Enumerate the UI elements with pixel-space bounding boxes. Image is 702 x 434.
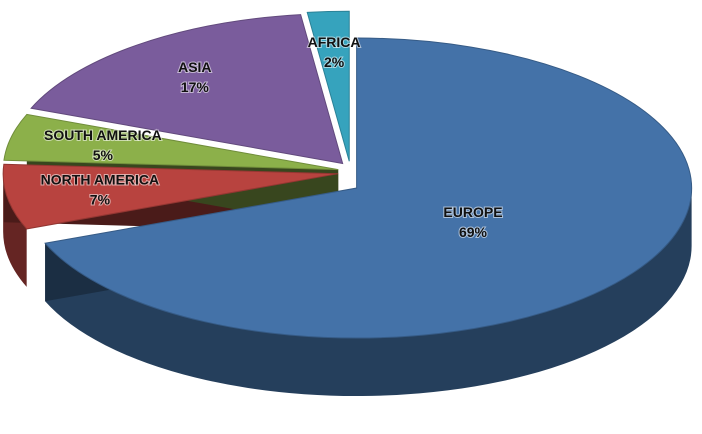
pie-tops bbox=[2, 10, 693, 339]
slice-value-label: 7% bbox=[90, 191, 111, 207]
slice bbox=[2, 163, 339, 230]
slice-value-label: 17% bbox=[181, 79, 210, 95]
slice-label: AFRICA bbox=[308, 34, 361, 50]
slice-value-label: 69% bbox=[459, 224, 488, 240]
slice bbox=[44, 37, 693, 339]
slice bbox=[306, 10, 350, 162]
slice-label: NORTH AMERICA bbox=[41, 171, 159, 187]
slice-label: ASIA bbox=[178, 59, 211, 75]
slice bbox=[3, 113, 339, 171]
slice-label: SOUTH AMERICA bbox=[44, 127, 162, 143]
pie-labels: EUROPE 69% NORTH AMERICA 7% SOUTH AMERICA 5% A… bbox=[40, 33, 504, 241]
slice-label: EUROPE bbox=[443, 204, 502, 220]
slice-value-label: 2% bbox=[324, 54, 345, 70]
slice bbox=[30, 14, 344, 165]
slice-value-label: 5% bbox=[93, 147, 114, 163]
slice-side bbox=[45, 188, 692, 397]
